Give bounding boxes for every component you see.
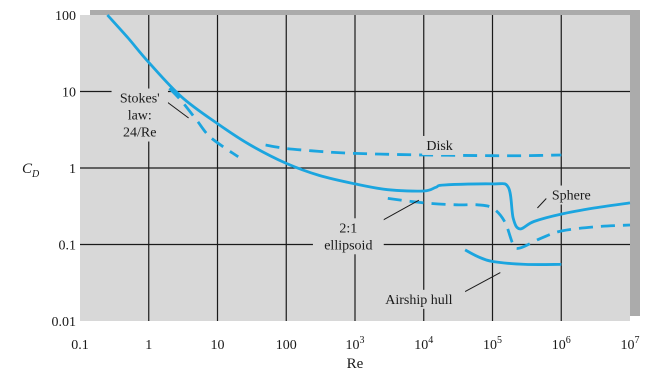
sphere-curve	[106, 14, 631, 231]
ellipsoid-label: 2:1	[339, 221, 357, 236]
x-tick-exponent: 7	[635, 335, 640, 346]
y-axis-label-main: C	[22, 161, 33, 177]
series-group	[106, 14, 631, 266]
x-tick-base: 10	[621, 338, 635, 353]
annotations-group: Stokes' law: 24/Re Disk Sphere 2:1 ellipsoid Ai…	[111, 88, 596, 309]
x-tick-exponent: 6	[566, 335, 571, 346]
y-axis-label: CD	[22, 161, 40, 180]
y-tick-label: 10	[62, 86, 76, 101]
x-tick-labels: 0.1 1 10 100 103 104 105 106 107	[71, 335, 639, 353]
x-axis-label: Re	[347, 356, 364, 372]
disk-curve	[265, 143, 562, 158]
x-tick-label: 106	[552, 335, 571, 353]
stokes-label: law:	[128, 109, 152, 124]
x-tick-label: 103	[346, 335, 365, 353]
disk-label: Disk	[426, 139, 452, 154]
x-tick-label: 107	[621, 335, 640, 353]
ellipsoid-label: ellipsoid	[324, 238, 372, 253]
airship-label: Airship hull	[385, 293, 452, 308]
airship-curve	[464, 248, 562, 266]
stokes-leader-line	[167, 102, 189, 119]
ellipsoid-curve	[387, 197, 631, 250]
x-tick-exponent: 5	[497, 335, 502, 346]
y-axis-label-sub: D	[31, 169, 40, 180]
x-tick-label: 0.1	[71, 338, 89, 353]
x-tick-base: 10	[552, 338, 566, 353]
disk-label-background	[422, 135, 457, 155]
x-tick-exponent: 4	[428, 335, 433, 346]
x-tick-label: 105	[483, 335, 502, 353]
stokes-label: 24/Re	[123, 126, 156, 141]
x-tick-label: 100	[276, 338, 297, 353]
x-tick-base: 10	[346, 338, 360, 353]
stokes-label: Stokes'	[120, 92, 160, 107]
sphere-leader-line	[537, 198, 547, 209]
stokes-label-background	[111, 88, 168, 142]
airship-label-background	[372, 289, 466, 309]
x-tick-base: 10	[414, 338, 428, 353]
airship-leader-line	[460, 272, 501, 295]
y-tick-label: 0.01	[52, 315, 77, 330]
sphere-label: Sphere	[552, 189, 591, 204]
x-tick-label: 10	[211, 338, 225, 353]
x-tick-exponent: 3	[360, 335, 365, 346]
stokes-curve	[168, 87, 239, 158]
ellipsoid-label-background	[312, 218, 384, 255]
y-tick-label: 100	[55, 9, 76, 24]
x-tick-base: 10	[483, 338, 497, 353]
y-tick-label: 0.1	[59, 239, 77, 254]
x-tick-label: 1	[145, 338, 152, 353]
x-tick-label: 104	[414, 335, 433, 353]
y-tick-labels: 100 10 1 0.1 0.01	[52, 9, 77, 330]
y-tick-label: 1	[69, 162, 76, 177]
sphere-label-background	[546, 185, 596, 205]
